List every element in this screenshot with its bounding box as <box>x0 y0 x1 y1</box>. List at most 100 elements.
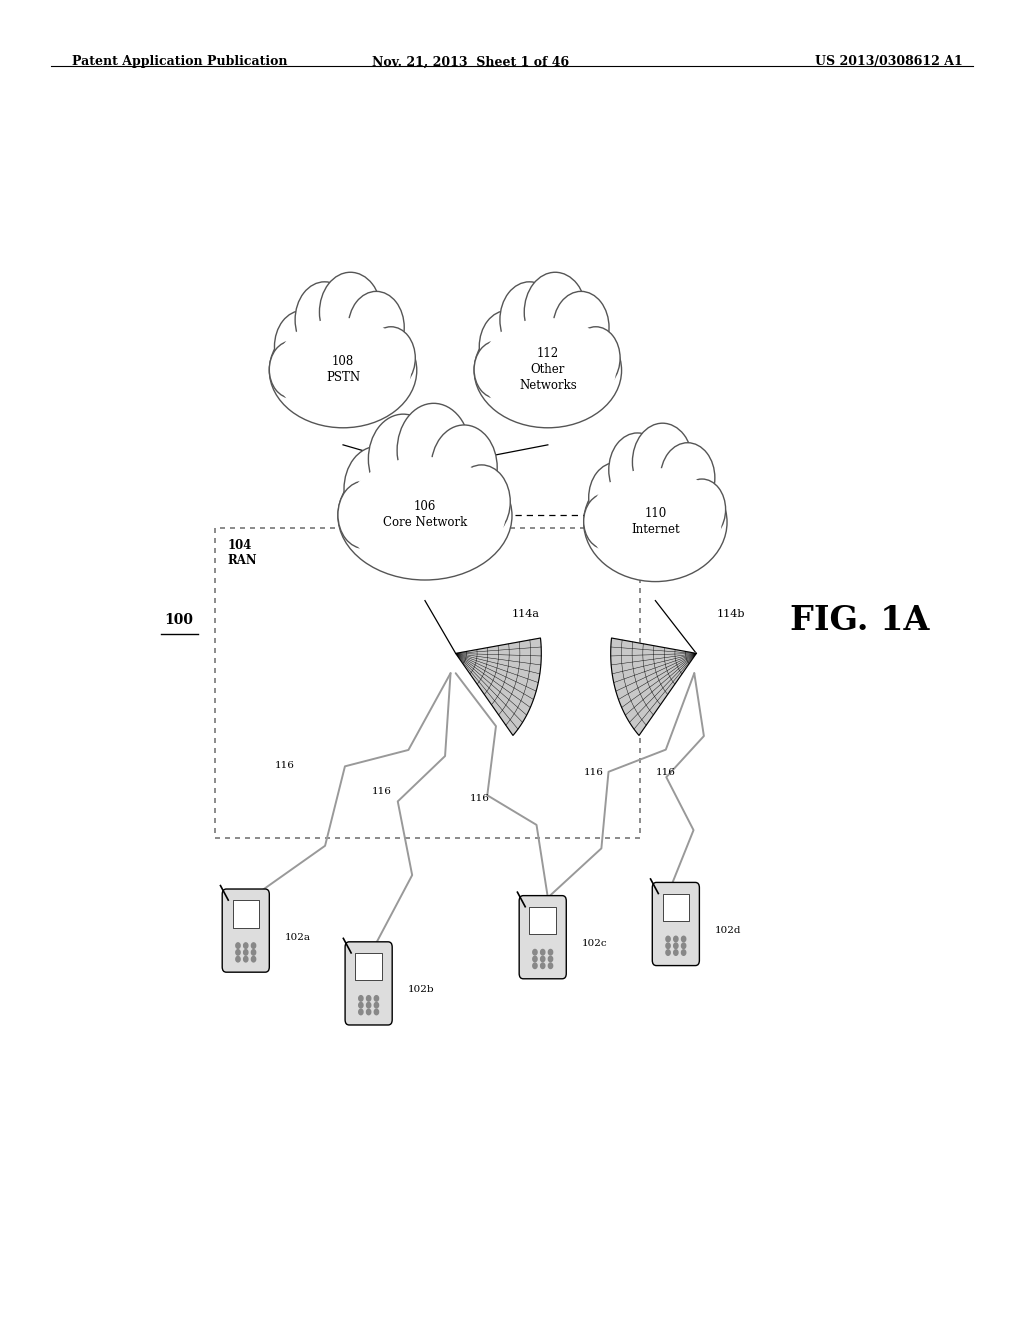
Ellipse shape <box>589 467 722 576</box>
Circle shape <box>236 949 240 956</box>
Ellipse shape <box>584 463 727 582</box>
Circle shape <box>541 949 545 954</box>
Circle shape <box>244 942 248 948</box>
Circle shape <box>367 1002 371 1008</box>
Ellipse shape <box>274 318 412 421</box>
Circle shape <box>674 950 678 956</box>
Circle shape <box>375 995 379 1001</box>
Circle shape <box>319 272 381 352</box>
Circle shape <box>375 1002 379 1008</box>
Circle shape <box>295 282 354 358</box>
Circle shape <box>369 414 438 504</box>
Circle shape <box>549 949 553 954</box>
Circle shape <box>571 327 621 389</box>
Circle shape <box>584 494 627 549</box>
Text: 108
PSTN: 108 PSTN <box>326 355 360 384</box>
Ellipse shape <box>479 318 616 421</box>
Circle shape <box>532 949 537 954</box>
Circle shape <box>252 957 256 962</box>
Text: 102d: 102d <box>715 927 741 935</box>
Circle shape <box>500 282 559 358</box>
Text: 116: 116 <box>655 768 676 776</box>
Ellipse shape <box>344 457 506 573</box>
Text: 106
Core Network: 106 Core Network <box>383 500 467 529</box>
FancyBboxPatch shape <box>519 896 566 979</box>
FancyBboxPatch shape <box>345 942 392 1024</box>
Circle shape <box>236 942 240 948</box>
Bar <box>529 907 556 935</box>
Text: 116: 116 <box>274 762 295 770</box>
Circle shape <box>549 956 553 962</box>
Circle shape <box>358 1010 362 1015</box>
Circle shape <box>474 341 518 399</box>
Text: FIG. 1A: FIG. 1A <box>791 605 930 636</box>
Circle shape <box>367 1010 371 1015</box>
Circle shape <box>660 442 715 513</box>
Circle shape <box>375 1010 379 1015</box>
Bar <box>215 528 640 838</box>
Text: 114a: 114a <box>512 609 540 619</box>
Text: 102c: 102c <box>582 940 607 948</box>
Ellipse shape <box>269 313 417 428</box>
Text: 102a: 102a <box>285 933 310 941</box>
Circle shape <box>453 465 510 539</box>
Circle shape <box>358 995 362 1001</box>
FancyBboxPatch shape <box>222 890 269 972</box>
Text: 112
Other
Networks: 112 Other Networks <box>519 347 577 392</box>
Circle shape <box>608 433 667 507</box>
Text: 102b: 102b <box>408 986 434 994</box>
Circle shape <box>666 942 670 949</box>
Circle shape <box>244 957 248 962</box>
Circle shape <box>532 964 537 969</box>
Circle shape <box>678 479 726 540</box>
Text: 116: 116 <box>469 795 489 803</box>
Text: 114b: 114b <box>717 609 745 619</box>
Circle shape <box>479 310 536 383</box>
Circle shape <box>666 950 670 956</box>
Circle shape <box>431 425 498 511</box>
Circle shape <box>549 964 553 969</box>
FancyBboxPatch shape <box>652 883 699 966</box>
Circle shape <box>532 956 537 962</box>
Circle shape <box>348 292 404 363</box>
Text: 100: 100 <box>165 614 194 627</box>
Polygon shape <box>610 638 696 735</box>
Circle shape <box>682 950 686 956</box>
Polygon shape <box>456 638 542 735</box>
Circle shape <box>674 942 678 949</box>
Circle shape <box>553 292 609 363</box>
Text: 116: 116 <box>584 768 604 776</box>
Text: 116: 116 <box>372 788 392 796</box>
Circle shape <box>682 936 686 941</box>
Circle shape <box>344 446 411 532</box>
Circle shape <box>666 936 670 941</box>
Circle shape <box>633 424 692 500</box>
Circle shape <box>682 942 686 949</box>
Circle shape <box>274 310 331 383</box>
Ellipse shape <box>338 451 512 579</box>
Circle shape <box>358 1002 362 1008</box>
Circle shape <box>524 272 586 352</box>
Text: US 2013/0308612 A1: US 2013/0308612 A1 <box>815 55 963 69</box>
Text: Patent Application Publication: Patent Application Publication <box>72 55 287 69</box>
Text: 104
RAN: 104 RAN <box>227 539 257 566</box>
Text: Nov. 21, 2013  Sheet 1 of 46: Nov. 21, 2013 Sheet 1 of 46 <box>373 55 569 69</box>
Circle shape <box>367 995 371 1001</box>
Bar <box>663 894 689 921</box>
Bar <box>355 953 382 981</box>
Circle shape <box>338 482 390 549</box>
Circle shape <box>397 404 470 498</box>
Circle shape <box>541 964 545 969</box>
Circle shape <box>269 341 313 399</box>
Circle shape <box>589 462 643 533</box>
Circle shape <box>367 327 416 389</box>
Circle shape <box>541 956 545 962</box>
Text: 110
Internet: 110 Internet <box>631 507 680 536</box>
Circle shape <box>252 942 256 948</box>
Circle shape <box>252 949 256 956</box>
Circle shape <box>244 949 248 956</box>
Circle shape <box>674 936 678 941</box>
Bar <box>232 900 259 928</box>
Ellipse shape <box>474 313 622 428</box>
Circle shape <box>236 957 240 962</box>
